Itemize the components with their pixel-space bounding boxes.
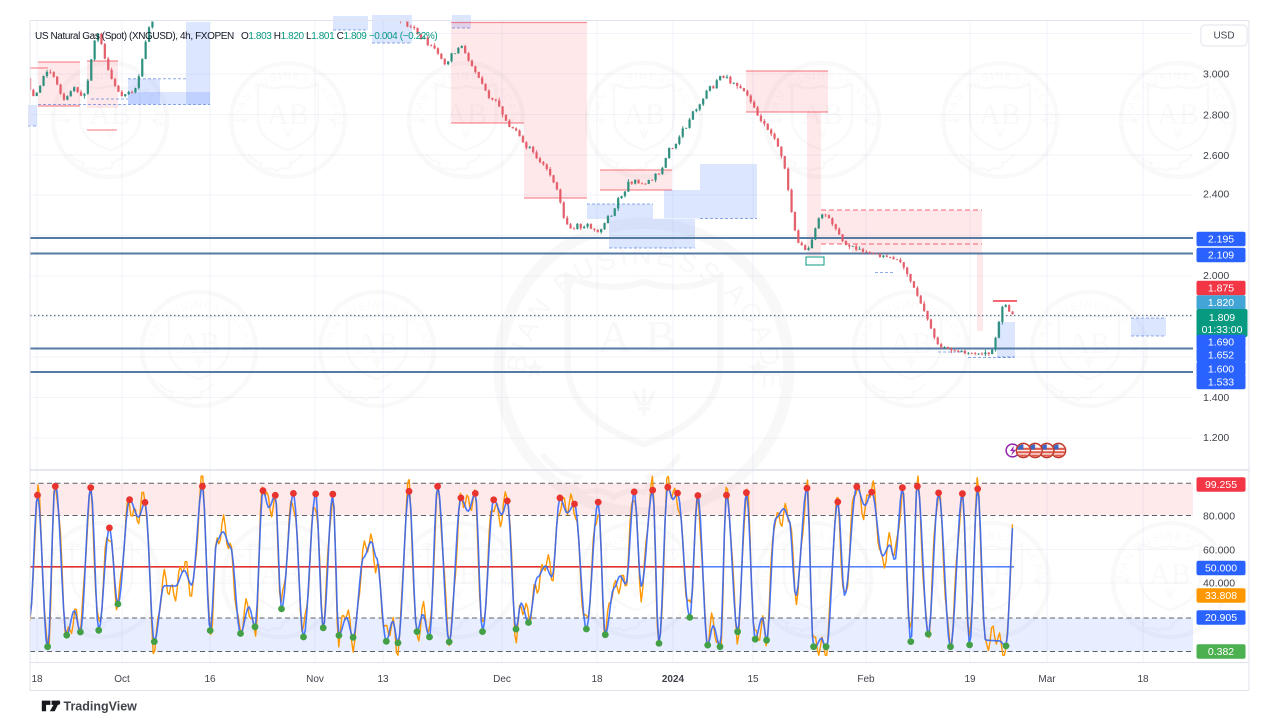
svg-text:50.000: 50.000 xyxy=(1205,563,1237,575)
svg-text:2.000: 2.000 xyxy=(1203,270,1229,282)
svg-text:2.400: 2.400 xyxy=(1203,189,1229,201)
svg-text:1.809: 1.809 xyxy=(1209,312,1235,324)
svg-text:2.800: 2.800 xyxy=(1203,110,1229,122)
svg-text:99.255: 99.255 xyxy=(1205,479,1237,491)
svg-text:USD: USD xyxy=(1213,31,1234,42)
svg-text:TradingView: TradingView xyxy=(64,700,138,714)
svg-text:19: 19 xyxy=(964,674,976,685)
svg-text:40.000: 40.000 xyxy=(1203,578,1235,590)
svg-text:1.400: 1.400 xyxy=(1203,392,1229,404)
svg-text:2.109: 2.109 xyxy=(1208,250,1234,262)
svg-text:33.808: 33.808 xyxy=(1205,590,1237,602)
svg-text:Oct: Oct xyxy=(114,674,130,685)
svg-text:AB: AB xyxy=(598,311,690,362)
svg-text:O1.803 H1.820 L1.801 C1.809 −0: O1.803 H1.820 L1.801 C1.809 −0.004 (−0.2… xyxy=(241,31,437,42)
svg-text:2.600: 2.600 xyxy=(1203,150,1229,162)
svg-text:20.905: 20.905 xyxy=(1205,612,1237,624)
svg-text:1.875: 1.875 xyxy=(1208,283,1234,295)
svg-text:18: 18 xyxy=(591,674,603,685)
svg-text:1.690: 1.690 xyxy=(1208,337,1234,349)
svg-text:Dec: Dec xyxy=(493,674,511,685)
svg-text:18: 18 xyxy=(1137,674,1149,685)
svg-text:Feb: Feb xyxy=(857,674,875,685)
svg-text:1.652: 1.652 xyxy=(1208,350,1234,362)
svg-text:01:33:00: 01:33:00 xyxy=(1202,324,1243,336)
svg-text:18: 18 xyxy=(31,674,43,685)
svg-text:Nov: Nov xyxy=(306,674,324,685)
svg-text:1.533: 1.533 xyxy=(1208,377,1234,389)
svg-text:1.600: 1.600 xyxy=(1208,364,1234,376)
svg-text:60.000: 60.000 xyxy=(1203,545,1235,557)
svg-text:15: 15 xyxy=(747,674,759,685)
svg-text:Mar: Mar xyxy=(1038,674,1056,685)
svg-text:2.195: 2.195 xyxy=(1208,234,1234,246)
svg-text:0.382: 0.382 xyxy=(1208,646,1234,658)
svg-text:US Natural Gas (Spot) (XNGUSD): US Natural Gas (Spot) (XNGUSD), 4h, FXOP… xyxy=(35,31,234,42)
svg-text:16: 16 xyxy=(204,674,216,685)
svg-text:2024: 2024 xyxy=(662,674,685,685)
svg-text:3.000: 3.000 xyxy=(1203,69,1229,81)
svg-text:1.820: 1.820 xyxy=(1208,297,1234,309)
svg-text:13: 13 xyxy=(377,674,389,685)
svg-text:80.000: 80.000 xyxy=(1203,511,1235,523)
svg-text:1.200: 1.200 xyxy=(1203,432,1229,444)
